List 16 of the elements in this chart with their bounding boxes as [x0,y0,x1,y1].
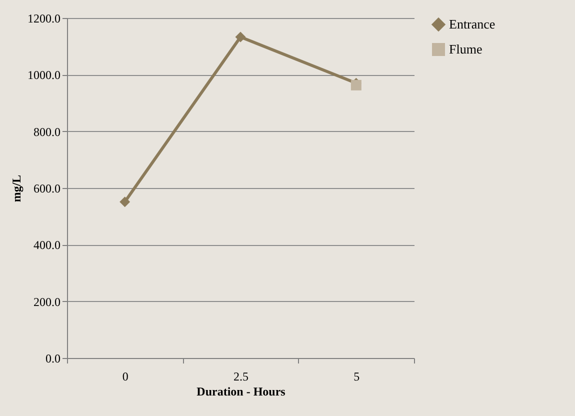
y-tick-label: 600.0 [34,182,60,196]
x-tick-label: 0 [122,370,128,384]
x-axis-title: Duration - Hours [196,384,286,398]
x-tick-label: 2.5 [234,370,248,384]
y-tick-label: 800.0 [34,124,60,139]
y-axis-title: mg/L [10,174,24,202]
y-tick-label: 1000.0 [28,68,60,82]
legend-label: Entrance [449,16,496,32]
point [120,196,130,208]
y-tick-label: 200.0 [34,294,60,309]
y-tick-label: 400.0 [34,238,60,252]
legend-label: Flume [449,42,482,56]
y-tick-label: 0.0 [46,352,60,366]
point [235,32,246,42]
x-tick-label: 5 [354,370,360,384]
y-tick-label: 1200.0 [28,12,60,26]
